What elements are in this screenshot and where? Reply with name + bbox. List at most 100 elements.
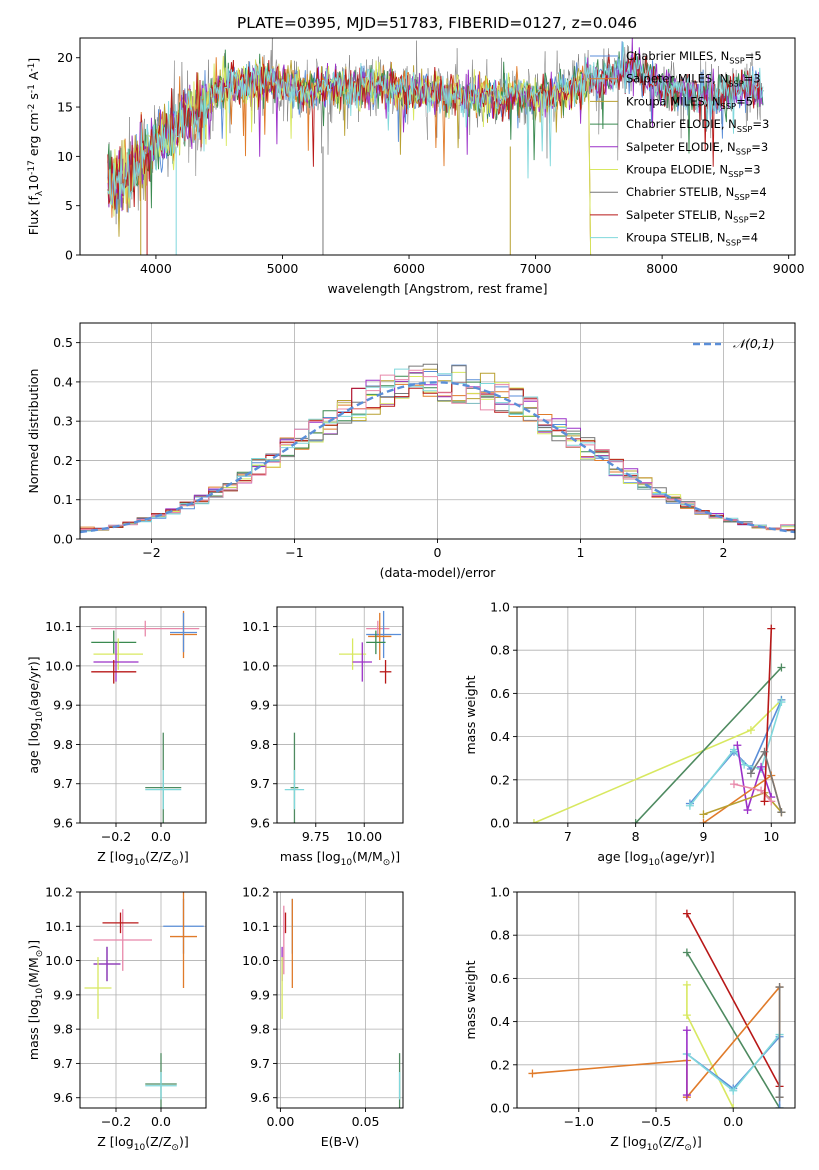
y-tick-label: 9.8 xyxy=(53,737,73,752)
histogram-step-7 xyxy=(80,363,795,532)
y-axis-label: mass [log10​(M/M⊙​)] xyxy=(26,940,45,1060)
x-tick-label: −1 xyxy=(285,545,303,560)
x-tick-label: 0.0 xyxy=(151,829,171,844)
figure-title: PLATE=0395, MJD=51783, FIBERID=0127, z=0… xyxy=(237,14,637,32)
legend-label: 𝒩(0,1) xyxy=(733,336,775,351)
y-tick-label: 0.6 xyxy=(490,971,510,986)
mass-weight-marker xyxy=(733,741,742,750)
mass-weight-marker xyxy=(746,769,755,778)
mass-weight-marker xyxy=(729,780,738,789)
x-tick-label: 10 xyxy=(763,829,779,844)
histogram-step-8 xyxy=(80,382,795,531)
y-tick-label: 9.6 xyxy=(250,1090,270,1105)
x-axis-label: Z [log10​(Z/Z⊙​)] xyxy=(97,1134,188,1153)
mass-weight-marker xyxy=(631,819,640,823)
x-tick-label: −0.2 xyxy=(101,829,131,844)
y-tick-label: 9.9 xyxy=(250,698,270,713)
mass-weight-marker xyxy=(775,983,784,992)
mass-weight-marker xyxy=(777,663,786,672)
y-tick-label: 9.7 xyxy=(250,1056,270,1071)
mass-weight-marker xyxy=(760,797,769,806)
y-tick-label: 0.2 xyxy=(53,453,73,468)
x-tick-label: 10.00 xyxy=(346,829,382,844)
mass-weight-marker xyxy=(685,801,694,810)
y-tick-label: 10.0 xyxy=(242,953,270,968)
mass-weight-marker xyxy=(682,1026,691,1035)
x-tick-label: 0.00 xyxy=(266,1114,294,1129)
y-tick-label: 5 xyxy=(65,198,73,213)
y-tick-label: 9.8 xyxy=(250,737,270,752)
y-tick-label: 10.2 xyxy=(45,885,73,900)
y-tick-label: 0.3 xyxy=(53,414,73,429)
age-vs-metallicity-panel: −0.2 0.0 9.6 9.7 9.8 9.9 10.0 10.1 Z [log10​(Z/Z… xyxy=(26,606,207,868)
axes-frame xyxy=(79,891,207,1109)
y-tick-label: 1.0 xyxy=(490,600,510,615)
mass-weight-marker xyxy=(682,1011,691,1020)
y-tick-label: 10.1 xyxy=(45,919,73,934)
mass-weight-marker xyxy=(529,819,538,823)
y-tick-label: 0.2 xyxy=(490,772,510,787)
axes-frame xyxy=(79,37,796,256)
mass-weight-marker xyxy=(729,1104,738,1108)
y-tick-label: 10.0 xyxy=(242,658,270,673)
mass-weight-line-2 xyxy=(686,952,781,1108)
y-axis-label: mass weight xyxy=(463,960,478,1039)
spectrum-panel: 4000 5000 6000 7000 8000 9000 0 5 10 15 20 waveleng… xyxy=(26,37,805,296)
mass-weight-marker xyxy=(746,726,755,735)
y-tick-label: 20 xyxy=(57,50,73,65)
y-tick-label: 10.0 xyxy=(45,953,73,968)
legend-label: Salpeter ELODIE, NSSP​=3 xyxy=(626,140,768,157)
y-axis-label: age [log10​(age/yr)] xyxy=(26,656,45,773)
x-tick-label: −0.2 xyxy=(101,1114,131,1129)
x-tick-label: 7 xyxy=(564,829,572,844)
y-axis-label: mass weight xyxy=(463,675,478,754)
y-tick-label: 9.7 xyxy=(53,776,73,791)
x-tick-label: 7000 xyxy=(520,261,552,276)
plot-area xyxy=(84,892,204,1108)
y-tick-label: 9.9 xyxy=(53,698,73,713)
x-axis-label: mass [log10​(M/M⊙​)] xyxy=(280,849,400,868)
y-tick-label: 0.5 xyxy=(53,335,73,350)
x-tick-label: 5000 xyxy=(267,261,299,276)
mass-weight-marker xyxy=(757,786,766,795)
mass-weight-marker xyxy=(729,1086,738,1095)
mass-weight-line-9 xyxy=(763,628,773,802)
mass-weight-marker xyxy=(760,747,769,756)
mass-weight-marker xyxy=(682,980,691,989)
axes-frame xyxy=(79,606,207,824)
histogram-step-5 xyxy=(80,372,795,531)
x-tick-label: 0.0 xyxy=(723,1114,743,1129)
y-tick-label: 9.6 xyxy=(53,1090,73,1105)
mass-weight-marker xyxy=(775,1093,784,1102)
y-tick-label: 0 xyxy=(65,248,73,263)
y-tick-label: 9.9 xyxy=(250,987,270,1002)
plot-area xyxy=(284,610,402,823)
mass-weight-marker xyxy=(777,698,786,707)
mass-weight-marker xyxy=(777,808,786,817)
mass-weight-marker xyxy=(775,1104,784,1108)
y-tick-label: 0.8 xyxy=(490,928,510,943)
x-tick-label: 8000 xyxy=(646,261,678,276)
plot-area xyxy=(281,898,401,1108)
mass-weight-marker xyxy=(767,624,776,633)
y-tick-label: 10.2 xyxy=(242,885,270,900)
residual-histogram-panel: −2 −1 0 1 2 0.0 0.1 0.2 0.3 0.4 0.5 (data-model)/er… xyxy=(26,322,796,580)
mass-weight-marker xyxy=(528,1069,537,1078)
plot-area xyxy=(528,909,784,1108)
x-tick-label: −1.0 xyxy=(564,1114,594,1129)
mass-weight-marker xyxy=(682,1091,691,1100)
y-tick-label: 1.0 xyxy=(490,885,510,900)
y-tick-label: 10.1 xyxy=(45,619,73,634)
x-axis-label: Z [log10​(Z/Z⊙​)] xyxy=(610,1134,701,1153)
y-tick-label: 9.7 xyxy=(250,776,270,791)
mass-weight-marker xyxy=(743,806,752,815)
y-tick-label: 9.7 xyxy=(53,1056,73,1071)
x-tick-label: −0.5 xyxy=(641,1114,671,1129)
legend-label: Kroupa MILES, NSSP​=5 xyxy=(626,94,753,111)
mass-weight-marker xyxy=(699,810,708,819)
y-tick-label: 9.6 xyxy=(250,816,270,831)
y-tick-label: 10.1 xyxy=(242,619,270,634)
y-tick-label: 0.6 xyxy=(490,686,510,701)
mass-weight-marker xyxy=(699,819,708,823)
